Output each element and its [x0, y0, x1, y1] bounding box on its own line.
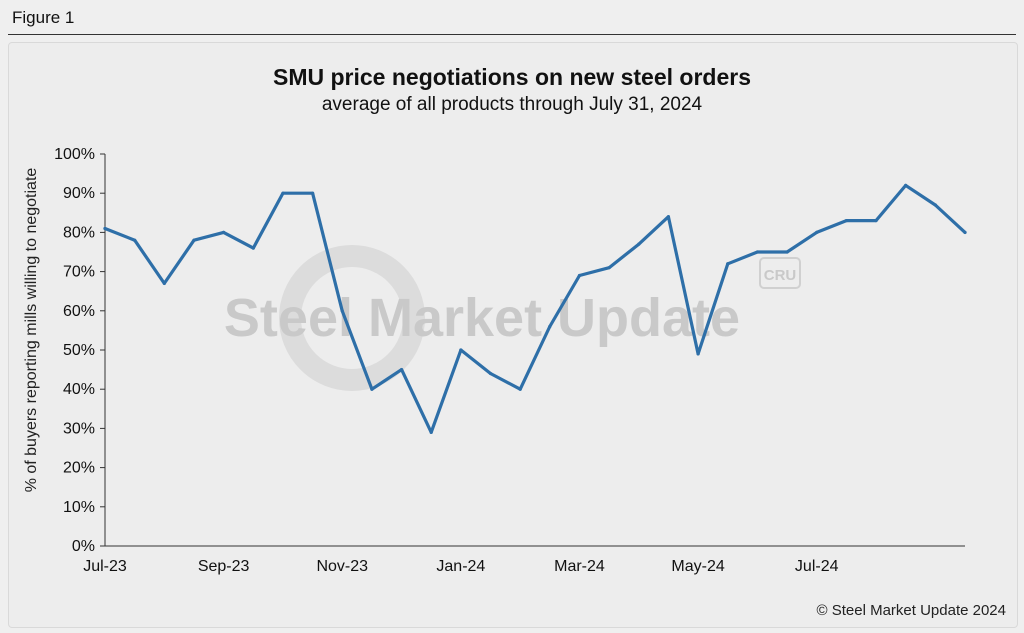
data-point — [933, 203, 937, 207]
x-tick-label: Jan-24 — [436, 558, 485, 575]
watermark-badge-box — [759, 257, 801, 289]
data-point — [162, 281, 166, 285]
data-point — [785, 250, 789, 254]
data-point — [340, 309, 344, 313]
data-point — [459, 348, 463, 352]
data-point — [222, 230, 226, 234]
y-tick-label: 100% — [54, 146, 95, 163]
data-point — [963, 230, 967, 234]
x-tick-label: Mar-24 — [554, 558, 605, 575]
data-point — [399, 368, 404, 372]
data-point — [696, 352, 700, 356]
data-point — [488, 371, 493, 376]
x-tick-label: Sep-23 — [198, 558, 250, 575]
copyright-notice: © Steel Market Update 2024 — [816, 602, 1007, 619]
x-ticks: Jul-23 Sep-23 Nov-23 Jan-24 Mar-24 May-24 Jul-… — [83, 558, 838, 575]
y-tick-label: 10% — [63, 499, 95, 516]
series-layer — [103, 183, 967, 434]
x-tick-label: Jul-24 — [795, 558, 839, 575]
data-point — [370, 387, 374, 391]
data-point — [251, 246, 255, 250]
y-tick-label: 50% — [63, 342, 95, 359]
data-point — [815, 230, 819, 234]
watermark-badge-text: CRU — [764, 267, 797, 284]
data-point — [548, 324, 552, 329]
axes — [104, 154, 965, 547]
series-line — [103, 183, 967, 434]
y-tick-label: 40% — [63, 381, 95, 398]
data-point — [666, 215, 671, 219]
y-tick-label: 90% — [63, 185, 95, 202]
data-point — [904, 183, 908, 187]
watermark: Steel Market Update CRU — [224, 245, 801, 391]
x-tick-label: Nov-23 — [316, 558, 368, 575]
data-point — [281, 191, 285, 195]
data-point — [577, 273, 582, 278]
chart-title: SMU price negotiations on new steel orde… — [273, 64, 751, 90]
data-point — [192, 238, 196, 242]
data-point — [103, 226, 107, 231]
data-point — [844, 219, 848, 223]
data-point — [755, 250, 760, 254]
data-point — [310, 191, 315, 195]
chart-panel — [8, 42, 1018, 628]
y-tick-label: 70% — [63, 264, 95, 281]
y-tick-label: 60% — [63, 303, 95, 320]
data-point — [637, 242, 641, 246]
watermark-ring — [279, 245, 425, 391]
data-point — [726, 262, 730, 266]
x-tick-label: May-24 — [671, 558, 724, 575]
data-point — [607, 266, 611, 270]
data-point — [874, 219, 878, 223]
data-point — [133, 238, 137, 242]
x-tick-label: Jul-23 — [83, 558, 127, 575]
y-tick-label: 0% — [72, 538, 95, 555]
chart-subtitle: average of all products through July 31,… — [321, 94, 703, 115]
y-tick-label: 80% — [63, 224, 95, 241]
y-tick-label: 20% — [63, 460, 95, 477]
y-ticks: 0% 10% 20% 30% 40% 50% 60% 70% 80% 90% 100% — [54, 146, 105, 555]
data-point — [518, 387, 522, 391]
watermark-text: Steel Market Update — [224, 288, 740, 348]
data-point — [429, 430, 433, 434]
y-tick-label: 30% — [63, 420, 95, 437]
figure-label: Figure 1 — [12, 8, 75, 27]
header-divider — [8, 34, 1016, 35]
